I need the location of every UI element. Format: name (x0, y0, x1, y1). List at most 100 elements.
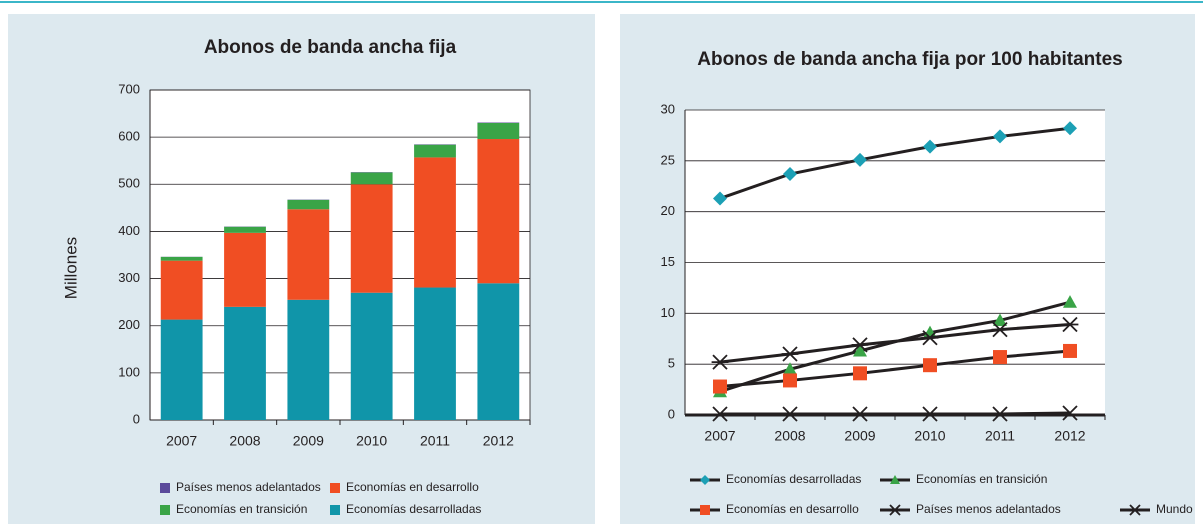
y-tick-label: 0 (133, 411, 140, 426)
legend-label: Economías en desarrollo (726, 502, 859, 516)
legend-marker (700, 475, 710, 485)
bar-segment (224, 232, 266, 307)
line-series (719, 323, 1071, 364)
bar-segment (287, 199, 330, 210)
y-tick-label: 400 (118, 223, 140, 238)
x-tick-label: 2008 (229, 433, 260, 449)
x-tick-label: 2010 (914, 428, 945, 444)
bar-segment (160, 260, 203, 320)
marker (781, 346, 799, 362)
y-tick-label: 200 (118, 317, 140, 332)
x-tick-label: 2010 (356, 433, 387, 449)
x-tick-label: 2011 (420, 433, 450, 449)
bar-segment (414, 287, 456, 420)
legend-label: Economías desarrolladas (726, 472, 861, 486)
marker (991, 321, 1009, 338)
marker (921, 330, 939, 346)
plot-area (150, 90, 530, 420)
legend-label: Países menos adelantados (176, 480, 321, 494)
legend-swatch (160, 505, 170, 515)
marker (1061, 316, 1079, 333)
x-tick-label: 2012 (1054, 428, 1085, 444)
y-tick-label: 600 (118, 129, 140, 144)
marker (851, 337, 869, 353)
marker (993, 313, 1007, 327)
x-tick-label: 2012 (483, 433, 514, 449)
bar-segment (224, 306, 266, 420)
y-tick-label: 300 (118, 270, 140, 285)
marker (923, 358, 937, 373)
x-tick-label: 2007 (704, 428, 735, 444)
legend-label: Economías en transición (176, 502, 307, 516)
legend-marker (890, 475, 900, 484)
marker (1063, 121, 1077, 136)
y-tick-label: 700 (118, 81, 140, 96)
y-tick-label: 0 (668, 406, 675, 421)
bar-segment (350, 184, 393, 293)
marker (712, 406, 728, 422)
marker (713, 191, 727, 206)
marker (853, 366, 867, 381)
y-tick-label: 30 (661, 101, 675, 116)
y-tick-label: 5 (668, 356, 675, 371)
y-tick-label: 25 (661, 152, 675, 167)
bar-segment (287, 209, 330, 300)
bar-segment (287, 299, 330, 420)
marker (1062, 405, 1078, 421)
y-axis-label: Millones (61, 237, 80, 299)
bar-segment (414, 144, 456, 158)
bar-segment (477, 139, 520, 284)
y-tick-label: 15 (661, 254, 675, 269)
bar-segment (160, 256, 203, 261)
legend-marker (1129, 504, 1141, 516)
x-tick-label: 2011 (985, 428, 1015, 444)
line-series (719, 126, 1071, 200)
marker (711, 354, 729, 370)
marker (782, 406, 798, 422)
marker (992, 406, 1008, 422)
marker (993, 129, 1007, 144)
legend-swatch (330, 505, 340, 515)
marker (1063, 295, 1077, 308)
bar-segment (477, 283, 520, 420)
legend-swatch (330, 483, 340, 493)
marker (783, 373, 797, 388)
marker (713, 379, 727, 394)
marker (993, 350, 1007, 365)
x-tick-label: 2009 (844, 428, 875, 444)
legend-label: Economías desarrolladas (346, 502, 481, 516)
legend-swatch (160, 483, 170, 493)
y-tick-label: 20 (661, 203, 675, 218)
y-tick-label: 100 (118, 364, 140, 379)
marker (853, 152, 867, 167)
legend-label: Países menos adelantados (916, 502, 1061, 516)
marker (783, 362, 797, 375)
bar-segment (160, 319, 203, 420)
bar-segment (350, 172, 393, 185)
marker (923, 139, 937, 154)
chart-title: Abonos de banda ancha fija (204, 37, 457, 58)
legend-marker (700, 505, 710, 515)
marker (783, 167, 797, 182)
legend-label: Economías en desarrollo (346, 480, 479, 494)
marker (922, 406, 938, 422)
marker (1063, 343, 1077, 358)
chart-title: Abonos de banda ancha fija por 100 habit… (697, 49, 1122, 70)
x-tick-label: 2009 (293, 433, 324, 449)
legend-marker (889, 504, 901, 516)
y-tick-label: 500 (118, 176, 140, 191)
legend-label: Economías en transición (916, 472, 1047, 486)
bar-segment (224, 226, 266, 233)
plot-border (149, 89, 531, 421)
line-series (719, 349, 1071, 389)
legend-label: Mundo (1156, 502, 1193, 516)
bar-segment (350, 292, 393, 420)
marker (853, 343, 867, 357)
marker (852, 406, 868, 422)
y-tick-label: 10 (661, 305, 675, 320)
line-series (720, 411, 1071, 416)
x-tick-label: 2007 (166, 433, 197, 449)
x-tick-label: 2008 (774, 428, 805, 444)
bar-segment (414, 157, 456, 288)
